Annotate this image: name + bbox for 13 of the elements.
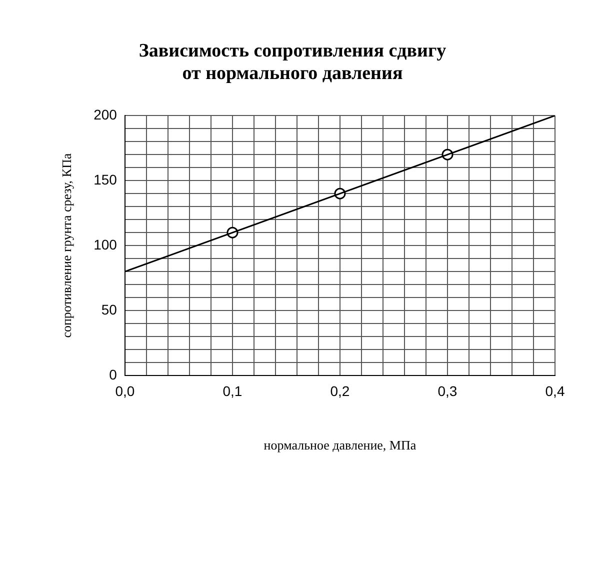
x-tick-label: 0,0 bbox=[115, 382, 135, 399]
x-tick-label: 0,1 bbox=[222, 382, 242, 399]
x-tick-label: 0,2 bbox=[330, 382, 350, 399]
x-axis-title: нормальное давление, МПа bbox=[264, 438, 416, 453]
chart-title: Зависимость сопротивления сдвигу от нормального давления bbox=[138, 40, 447, 84]
y-tick-label: 150 bbox=[94, 171, 118, 188]
x-tick-label: 0,3 bbox=[438, 382, 458, 399]
x-tick-label: 0,4 bbox=[545, 382, 565, 399]
y-axis-title: сопротивление грунта срезу, КПа bbox=[59, 153, 74, 338]
y-tick-label: 100 bbox=[94, 236, 118, 252]
y-tick-label: 0 bbox=[109, 366, 118, 382]
y-tick-label: 50 bbox=[101, 301, 118, 318]
y-tick-label: 200 bbox=[94, 106, 118, 122]
